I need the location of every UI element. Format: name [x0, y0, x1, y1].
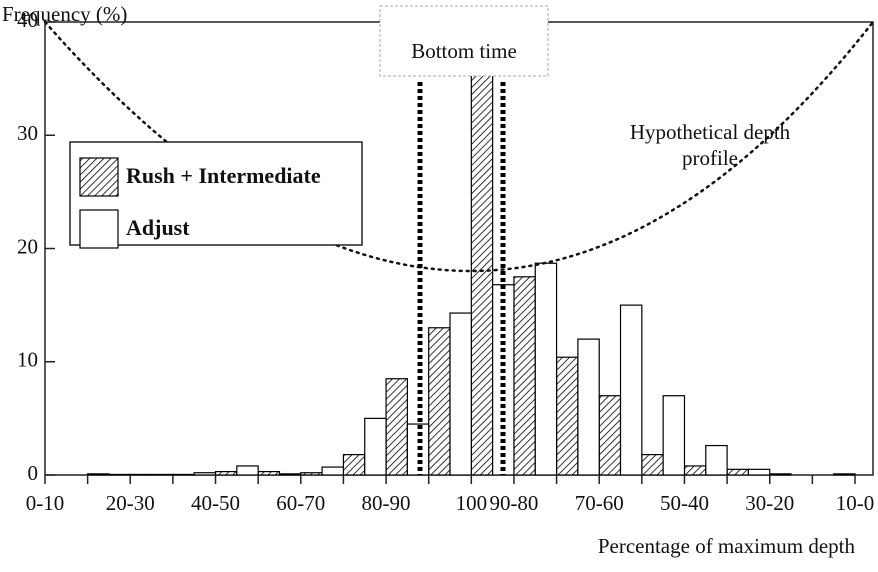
x-tick-label: 70-60 [575, 491, 624, 515]
legend-label: Rush + Intermediate [126, 163, 321, 188]
bar [619, 304, 643, 476]
y-tick-label: 0 [28, 461, 39, 485]
y-tick-label: 10 [17, 348, 38, 372]
bar [598, 395, 622, 476]
y-axis-label: Frequency (%) [2, 2, 127, 26]
bar [108, 473, 131, 476]
bar [662, 395, 686, 476]
annotation: Hypothetical depth [630, 120, 791, 144]
y-tick-label: 20 [17, 234, 38, 258]
bar [513, 276, 536, 476]
bar [555, 356, 579, 476]
annotation-box [379, 5, 549, 77]
bar [534, 262, 558, 476]
legend-items: Rush + Intermediate Adjust [79, 157, 321, 249]
x-tick-label: 20-30 [106, 491, 155, 515]
bar [150, 473, 174, 476]
legend-swatch [79, 209, 119, 249]
bar [342, 454, 366, 476]
bar [236, 465, 259, 476]
y-tick-label: 40 [17, 8, 38, 32]
legend-label: Adjust [126, 215, 190, 240]
x-tick-label: 40-50 [191, 491, 240, 515]
bar [385, 378, 408, 476]
bar [577, 338, 600, 476]
bar [833, 473, 856, 476]
bar [214, 471, 238, 476]
y-tick-label: 30 [17, 121, 38, 145]
x-tick-label: 60-70 [276, 491, 325, 515]
bar [449, 312, 472, 476]
bar [470, 74, 494, 476]
x-tick-label: 90-80 [489, 491, 538, 515]
x-tick-label: 50-40 [660, 491, 709, 515]
x-tick-label: 10-0 [836, 491, 875, 515]
bar [726, 468, 750, 476]
bar [364, 417, 387, 476]
annotation: profile [682, 146, 738, 170]
bar [428, 327, 451, 476]
bar [257, 471, 281, 476]
bar [129, 473, 153, 476]
bar [172, 473, 195, 476]
x-tick-label: 80-90 [362, 491, 411, 515]
depth-profile [43, 20, 875, 273]
bar [321, 466, 345, 476]
bar [769, 473, 792, 476]
legend [69, 141, 363, 246]
bar [193, 472, 217, 476]
bar [683, 465, 707, 476]
annotation: Bottom time [411, 39, 517, 63]
x-tick-label: 0-10 [26, 491, 65, 515]
x-axis-label: Percentage of maximum depth [598, 534, 856, 558]
x-tick-label: 30-20 [745, 491, 794, 515]
bar [747, 468, 771, 476]
bar [705, 444, 728, 476]
legend-swatch [79, 157, 119, 197]
x-tick-label: 100 [456, 491, 488, 515]
bar [300, 472, 323, 476]
bar [641, 454, 664, 476]
bar [87, 473, 110, 476]
bar [278, 473, 302, 476]
